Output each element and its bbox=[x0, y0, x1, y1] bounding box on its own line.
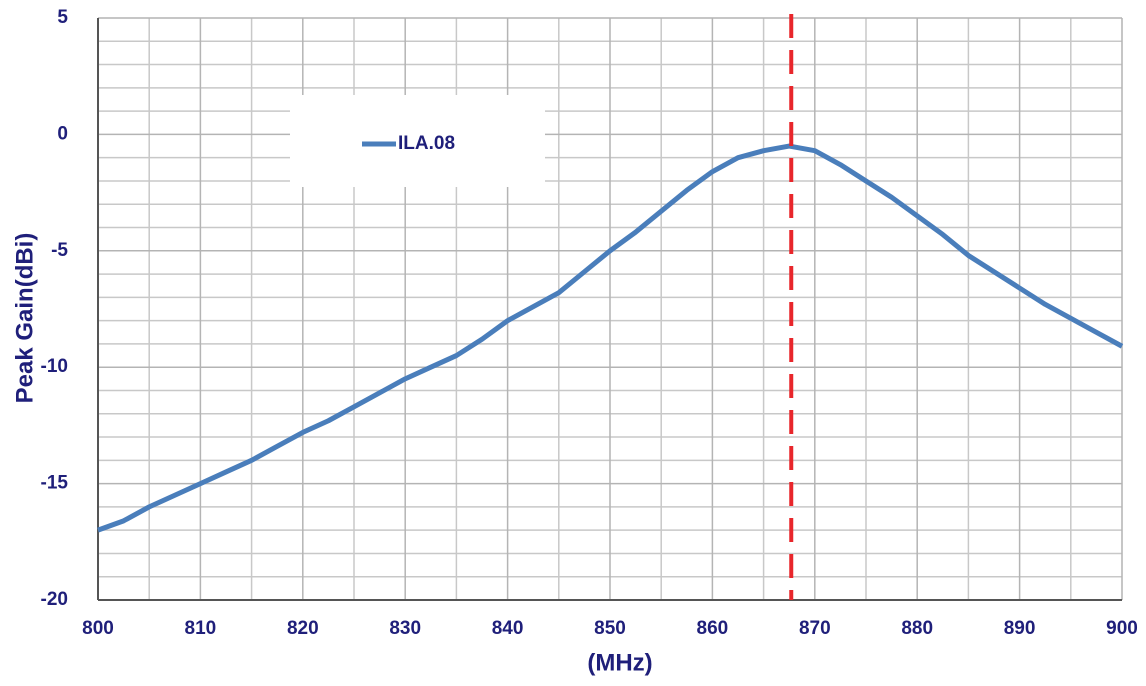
x-tick-label: 810 bbox=[185, 618, 217, 639]
x-tick-label: 860 bbox=[697, 618, 729, 639]
x-tick-label: 840 bbox=[492, 618, 524, 639]
legend-label: ILA.08 bbox=[398, 133, 455, 154]
x-tick-label: 800 bbox=[82, 618, 114, 639]
x-tick-label: 850 bbox=[594, 618, 626, 639]
x-tick-label: 820 bbox=[287, 618, 319, 639]
x-tick-label: 880 bbox=[901, 618, 933, 639]
legend-box bbox=[290, 95, 545, 187]
y-tick-label: 5 bbox=[57, 7, 68, 28]
y-tick-label: 0 bbox=[57, 123, 68, 144]
y-tick-label: -15 bbox=[41, 473, 69, 494]
series-line bbox=[97, 143, 1124, 533]
y-axis-title: Peak Gain(dBi) bbox=[11, 233, 38, 404]
x-tick-label: 870 bbox=[799, 618, 831, 639]
x-tick-label: 830 bbox=[389, 618, 421, 639]
x-tick-label: 890 bbox=[1004, 618, 1036, 639]
x-tick-label: 900 bbox=[1106, 618, 1138, 639]
y-tick-label: -5 bbox=[51, 240, 68, 261]
x-axis-title: (MHz) bbox=[587, 649, 652, 676]
y-tick-label: -20 bbox=[41, 589, 68, 610]
y-tick-label: -10 bbox=[41, 356, 68, 377]
